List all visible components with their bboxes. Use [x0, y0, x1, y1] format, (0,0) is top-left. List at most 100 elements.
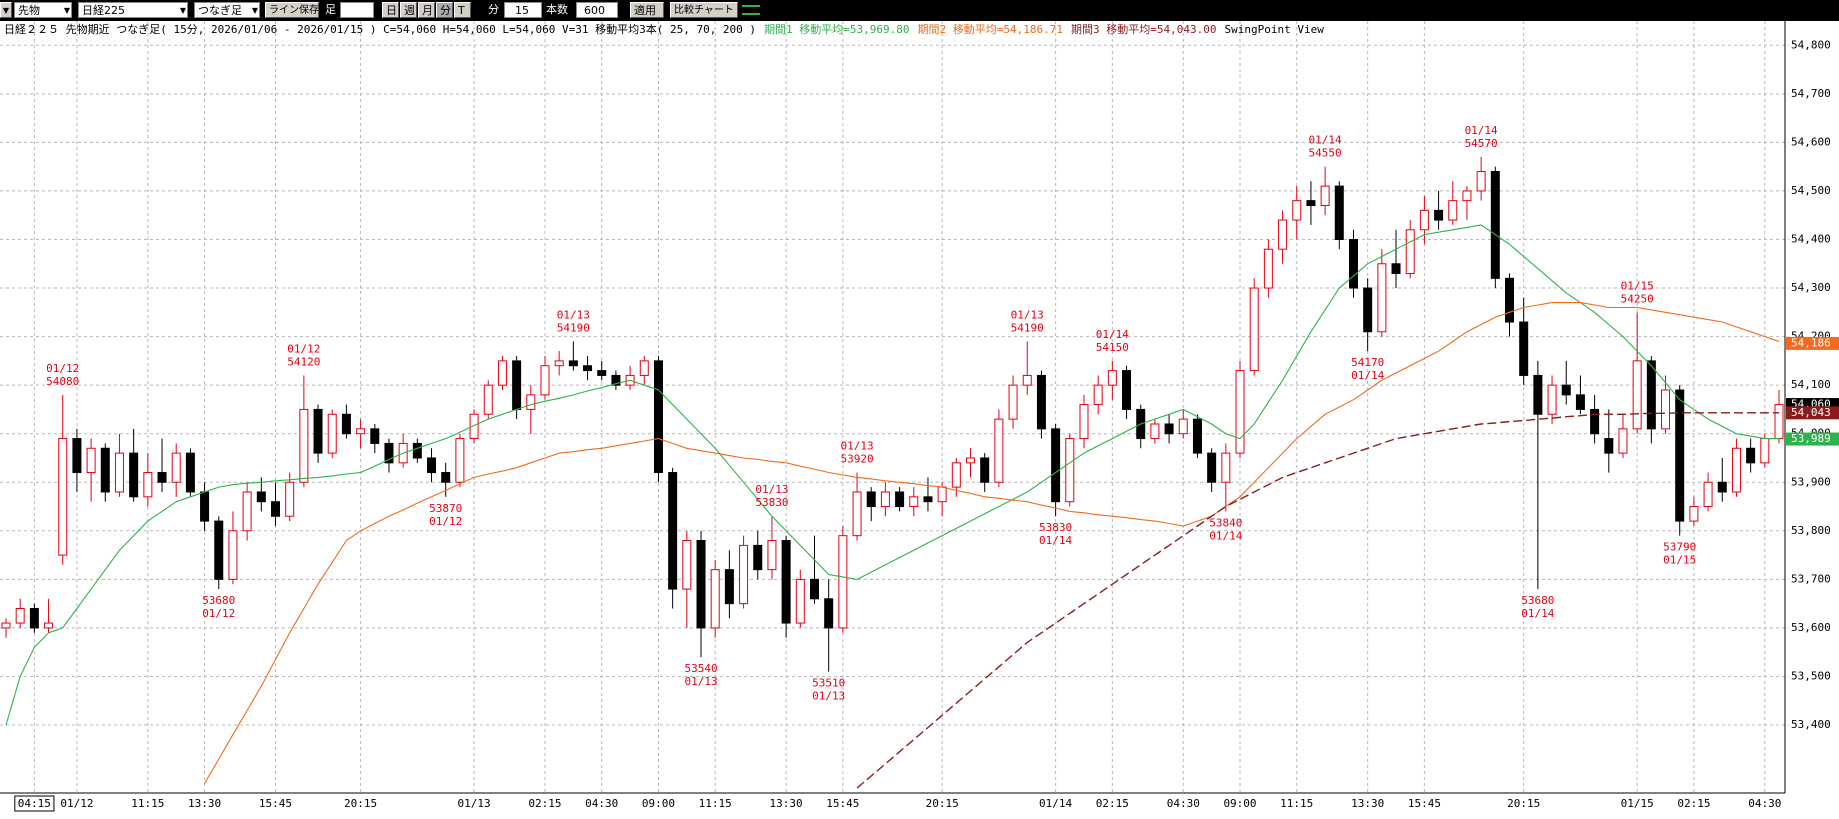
mode-select[interactable]: つなぎ足	[194, 2, 260, 19]
swing-date: 01/13	[755, 483, 788, 496]
y-tick-label: 53,700	[1791, 572, 1831, 585]
candle-body	[497, 360, 507, 386]
menu-button[interactable]: ▼	[0, 2, 12, 18]
period-button[interactable]: 月	[418, 2, 435, 18]
candle-body	[1036, 374, 1046, 430]
x-tick-label: 04:30	[1167, 797, 1200, 810]
swing-price: 54120	[287, 355, 320, 368]
period-button[interactable]: 日	[382, 2, 399, 18]
candle-body	[86, 447, 96, 474]
price-tag-label: 54,043	[1791, 406, 1831, 419]
candle-body	[1760, 438, 1770, 464]
candle-body	[1632, 360, 1642, 430]
swing-price: 54570	[1465, 137, 1498, 150]
swing-date: 01/15	[1621, 279, 1654, 292]
candle-body	[1448, 200, 1458, 221]
candle-body	[341, 413, 351, 435]
candle-body	[1419, 209, 1429, 231]
swing-price: 54190	[557, 321, 590, 334]
candle-body	[1703, 481, 1713, 508]
candle-body	[739, 544, 749, 605]
swing-date: 01/12	[46, 362, 79, 375]
candle-body	[171, 452, 181, 483]
candle-body	[242, 491, 252, 532]
y-tick-label: 53,400	[1791, 718, 1831, 731]
x-tick-label: 01/13	[458, 797, 491, 810]
candle-body	[1476, 171, 1486, 192]
swing-price: 53840	[1209, 516, 1242, 529]
legend-entry: 期間1 移動平均=53,969.80	[764, 22, 909, 36]
candle-body	[653, 360, 663, 474]
candle-body	[696, 540, 706, 629]
ma-line	[856, 412, 1779, 789]
candle-body	[1278, 219, 1288, 250]
candle-body	[58, 438, 68, 556]
candle-body	[1348, 238, 1358, 289]
toolbar: ▼ 先物 日経225 つなぎ足 ライン保存 足 日 週 月 分 T 分 15 本…	[0, 0, 1839, 21]
candle-body	[1675, 389, 1685, 522]
candle-body	[909, 496, 919, 508]
market-select[interactable]: 先物	[14, 2, 72, 19]
swing-price: 53830	[755, 496, 788, 509]
candle-body	[441, 472, 451, 483]
candle-body	[937, 486, 947, 503]
save-button[interactable]: ライン保存	[265, 2, 319, 18]
swing-date: 01/13	[840, 440, 873, 453]
y-tick-label: 53,500	[1791, 669, 1831, 682]
x-tick-label: 02:15	[1677, 797, 1710, 810]
swing-price: 53870	[429, 502, 462, 515]
candle-body	[1065, 438, 1075, 503]
swing-date: 01/14	[1039, 534, 1072, 547]
candle-body	[838, 535, 848, 629]
count-input[interactable]: 600	[576, 2, 618, 18]
candle-body	[1221, 452, 1231, 483]
candle-body	[1561, 384, 1571, 396]
candle-body	[72, 438, 82, 474]
swing-price: 53830	[1039, 521, 1072, 534]
chart-icon[interactable]	[742, 5, 760, 15]
candle-body	[540, 365, 550, 396]
candle-body	[526, 394, 536, 410]
swing-date: 01/14	[1465, 124, 1498, 137]
x-tick-label: 13:30	[1351, 797, 1384, 810]
period-button[interactable]: 分	[436, 2, 453, 18]
x-tick-label: 04:30	[1748, 797, 1781, 810]
candle-body	[1604, 438, 1614, 454]
compare-button[interactable]: 比較チャート	[670, 2, 738, 18]
candle-body	[1235, 370, 1245, 454]
symbol-select[interactable]: 日経225	[78, 2, 188, 19]
candle-body	[1405, 229, 1415, 274]
swing-date: 01/13	[684, 675, 717, 688]
cursor-box	[14, 795, 55, 812]
candle-body	[270, 501, 280, 517]
x-tick-label: 13:30	[188, 797, 221, 810]
candle-body	[1689, 506, 1699, 522]
candle-body	[1661, 389, 1671, 430]
candle-body	[200, 491, 210, 522]
candle-body	[1051, 428, 1061, 503]
chart-subtitle: SwingPoint View	[1225, 23, 1325, 36]
price-tag	[1786, 406, 1839, 420]
bar-input[interactable]	[340, 2, 374, 18]
y-tick-label: 53,600	[1791, 621, 1831, 634]
candle-body	[1731, 447, 1741, 493]
apply-button[interactable]: 適用	[630, 2, 664, 18]
price-tag	[1786, 336, 1839, 350]
candle-body	[228, 530, 238, 580]
candle-body	[668, 472, 678, 590]
swing-date: 01/14	[1521, 607, 1554, 620]
candle-body	[370, 428, 380, 444]
x-tick-label: 01/14	[1039, 797, 1072, 810]
period-button[interactable]: 週	[400, 2, 417, 18]
candle-body	[483, 384, 493, 415]
x-tick-label: 15:45	[1408, 797, 1441, 810]
legend-entry: 期間2 移動平均=54,186.71	[918, 22, 1063, 36]
interval-input[interactable]: 15	[504, 2, 542, 18]
candle-body	[1207, 452, 1217, 483]
candle-body	[795, 578, 805, 624]
period-button[interactable]: T	[454, 2, 471, 18]
candle-body	[15, 607, 25, 624]
x-tick-label: 09:00	[642, 797, 675, 810]
candle-body	[866, 491, 876, 508]
